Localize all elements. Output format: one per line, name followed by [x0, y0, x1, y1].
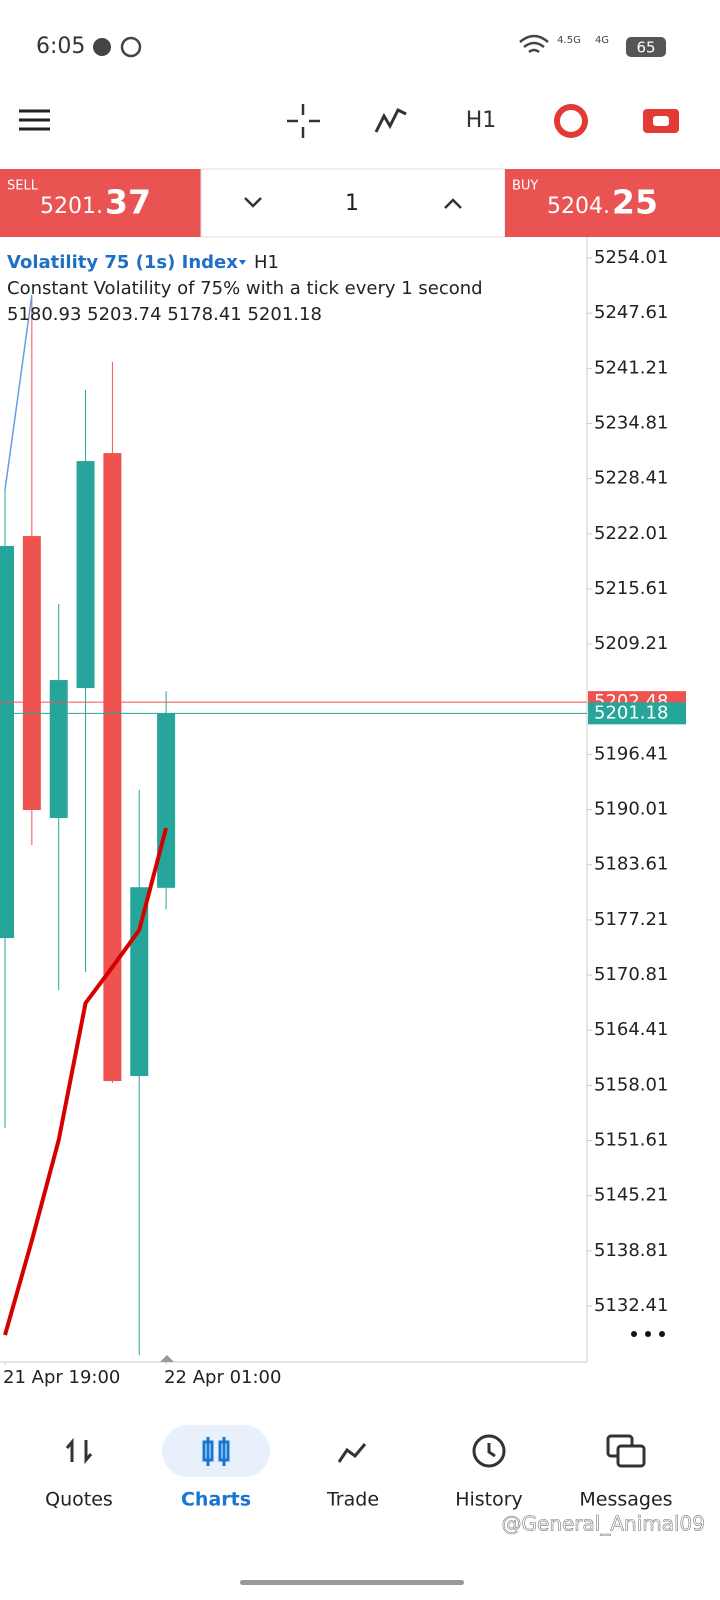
trade-icon-inner	[653, 116, 669, 126]
timeframe-button[interactable]: H1	[466, 108, 497, 133]
sell-button[interactable]	[0, 169, 201, 237]
buy-button[interactable]	[505, 169, 720, 237]
sell-label: SELL	[7, 179, 39, 194]
volume-up[interactable]	[444, 198, 462, 209]
y-tick-label: 5170.81	[594, 964, 668, 985]
x-tick-label: 21 Apr 19:00	[3, 1367, 120, 1388]
y-tick-label: 5183.61	[594, 854, 668, 875]
indicator-line	[4, 294, 33, 491]
indicators-icon[interactable]	[374, 107, 407, 133]
y-tick-label: 5222.01	[594, 523, 668, 544]
y-tick-label: 5234.81	[594, 412, 668, 433]
indicator-line	[3, 827, 169, 1336]
buy-price-frac: 25	[612, 183, 658, 222]
axis: 5254.01 5247.61 5241.21 5234.81 5228.41 5222.…	[3, 247, 686, 1388]
x-tick-label: 22 Apr 01:00	[164, 1367, 281, 1388]
symbol-title[interactable]: Volatility 75 (1s) Index	[7, 252, 238, 273]
symbol-description: Constant Volatility of 75% with a tick e…	[7, 278, 483, 299]
home-indicator	[240, 1580, 464, 1585]
candle-body	[157, 713, 176, 888]
scroll-marker	[160, 1355, 174, 1362]
candle-body	[130, 887, 149, 1077]
nav-label[interactable]: Charts	[181, 1489, 251, 1511]
y-tick-label: 5254.01	[594, 247, 668, 268]
candle-body	[103, 453, 122, 1082]
y-tick-label: 5151.61	[594, 1130, 668, 1151]
whatsapp-icon	[120, 36, 142, 58]
y-tick-label: 5132.41	[594, 1295, 668, 1316]
network-label: 4G	[595, 35, 609, 46]
status-time: 6:05	[36, 34, 85, 59]
menu-icon[interactable]	[19, 109, 50, 131]
candle-body	[49, 680, 68, 819]
history-icon[interactable]	[472, 1434, 506, 1468]
nav-label[interactable]: Messages	[579, 1489, 672, 1511]
nav-label[interactable]: Trade	[326, 1489, 379, 1511]
ohlc-readout: 5180.93 5203.74 5178.41 5201.18	[7, 304, 322, 325]
y-tick-label: 5164.41	[594, 1019, 668, 1040]
watermark: @General_Animal09	[502, 1512, 705, 1536]
sell-price-main: 5201.	[40, 194, 103, 219]
buy-price-main: 5204.	[547, 194, 610, 219]
plot-area	[0, 294, 587, 1356]
sell-price-frac: 37	[105, 183, 151, 222]
charts-icon[interactable]	[202, 1437, 230, 1466]
y-tick-label: 5145.21	[594, 1185, 668, 1206]
volume-down[interactable]	[244, 197, 262, 208]
y-tick-label: 5247.61	[594, 302, 668, 323]
bottom-nav: Quotes Charts Trade History Messages	[45, 1489, 672, 1511]
quotes-icon[interactable]	[65, 1437, 93, 1465]
network-label: 4.5G	[557, 35, 581, 46]
y-tick-label: 5241.21	[594, 357, 668, 378]
y-tick-label: 5196.41	[594, 743, 668, 764]
battery-level: 65	[636, 39, 655, 57]
buy-label: BUY	[512, 179, 538, 194]
nav-label[interactable]: History	[455, 1489, 523, 1511]
candle-body	[0, 545, 14, 939]
active-pill	[162, 1425, 270, 1477]
battery	[626, 37, 666, 57]
y-tick-label: 5158.01	[594, 1074, 668, 1095]
y-tick-label: 5209.21	[594, 633, 668, 654]
messages-icon[interactable]	[606, 1434, 646, 1468]
symbol-timeframe: H1	[254, 252, 279, 273]
bid-price-label: 5201.18	[594, 702, 668, 723]
bid-price-tag	[588, 702, 686, 725]
objects-icon[interactable]	[554, 104, 588, 138]
trade-nav-icon[interactable]	[337, 1443, 367, 1463]
wifi-icon	[519, 34, 549, 54]
volume-value[interactable]: 1	[345, 191, 359, 216]
candle-body	[22, 536, 41, 811]
more-icon[interactable]	[631, 1331, 665, 1337]
y-tick-label: 5177.21	[594, 909, 668, 930]
y-tick-label: 5138.81	[594, 1240, 668, 1261]
y-tick-label: 5215.61	[594, 578, 668, 599]
nav-label[interactable]: Quotes	[45, 1489, 113, 1511]
symbol-dropdown[interactable]	[239, 260, 246, 265]
crosshair-icon[interactable]	[287, 104, 320, 138]
candle-body	[76, 461, 95, 689]
y-tick-label: 5228.41	[594, 468, 668, 489]
snap-icon	[93, 38, 111, 56]
y-tick-label: 5190.01	[594, 799, 668, 820]
